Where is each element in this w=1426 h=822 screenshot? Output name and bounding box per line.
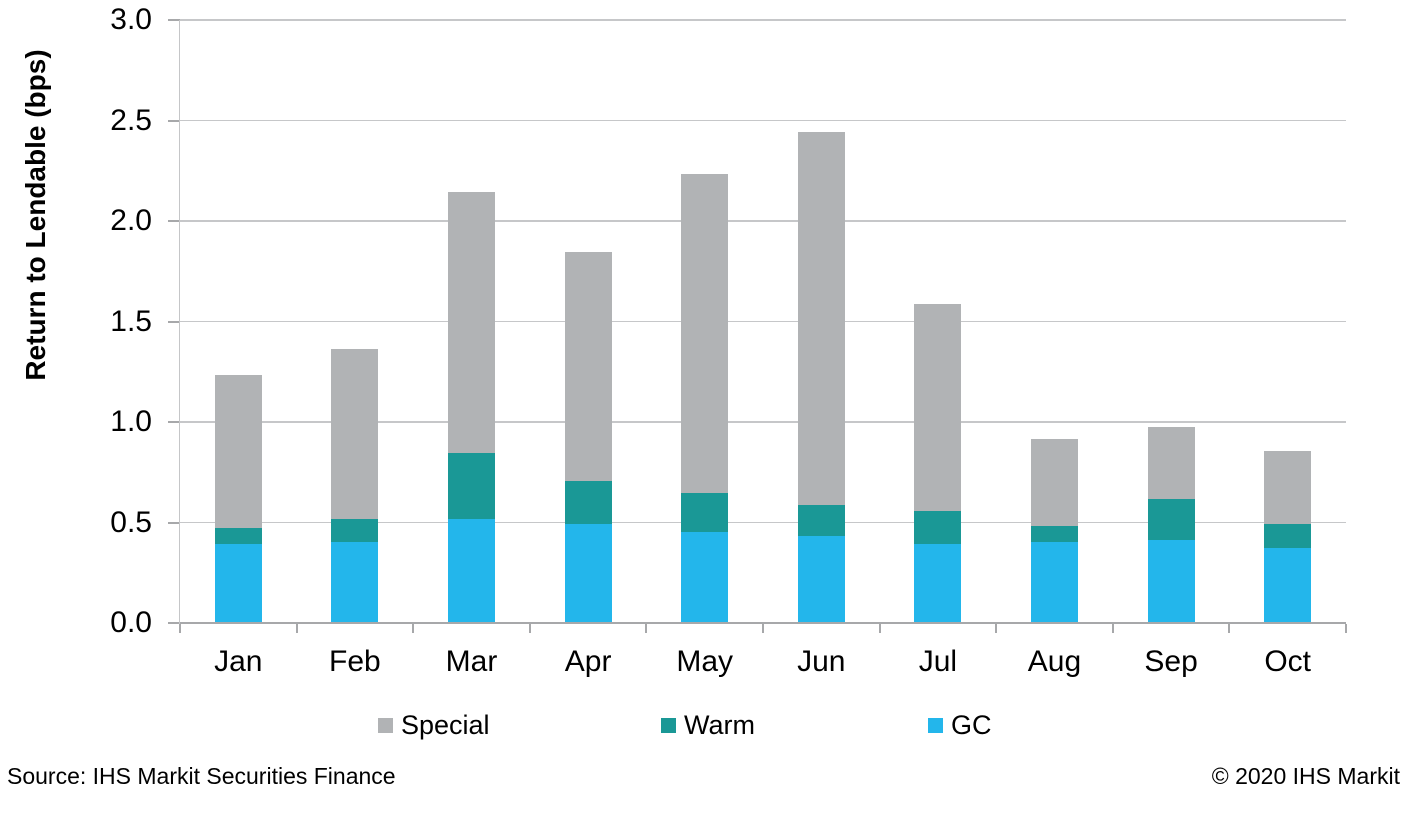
gridline — [180, 119, 1346, 122]
y-tick-label: 2.5 — [110, 103, 152, 137]
y-tick-label: 2.0 — [110, 204, 152, 237]
bar-segment-warm-may — [681, 493, 729, 532]
legend-item-warm: Warm — [661, 709, 755, 740]
legend-label-warm: Warm — [684, 709, 755, 740]
bar-segment-gc-jan — [214, 543, 262, 622]
bar-segment-special-aug — [1031, 439, 1078, 526]
legend-swatch-warm-icon — [661, 717, 676, 733]
x-tick-label: Jan — [214, 645, 263, 678]
y-tick — [168, 622, 180, 624]
legend-item-special: Special — [378, 709, 490, 740]
bar-segment-gc-apr — [564, 523, 612, 622]
bar-segment-warm-aug — [1031, 525, 1078, 542]
y-tick — [168, 521, 180, 524]
x-tick — [179, 624, 181, 633]
y-axis-title: Return to Lendable (bps) — [20, 49, 51, 381]
bar-segment-warm-jan — [214, 527, 262, 544]
bar-segment-warm-feb — [331, 519, 379, 542]
x-tick — [1111, 624, 1114, 633]
bar-segment-gc-jul — [914, 543, 962, 622]
bar-segment-warm-oct — [1264, 523, 1312, 548]
bar-segment-warm-sep — [1147, 499, 1195, 540]
x-tick-label: May — [676, 645, 734, 678]
x-tick-label: Jul — [918, 645, 958, 678]
x-tick — [528, 624, 531, 633]
bar-segment-special-may — [681, 173, 729, 494]
gridline — [180, 19, 1346, 21]
x-tick — [995, 624, 998, 633]
x-tick — [1345, 624, 1347, 633]
bar-segment-warm-apr — [564, 481, 612, 524]
bar-segment-special-jul — [914, 304, 962, 512]
bar-segment-special-feb — [331, 348, 379, 520]
x-tick-label: Aug — [1027, 645, 1082, 678]
y-tick-label: 1.5 — [110, 304, 152, 338]
legend-label-special: Special — [401, 709, 490, 740]
y-tick — [168, 119, 180, 122]
bar-segment-gc-oct — [1264, 547, 1312, 622]
bar-segment-special-apr — [564, 252, 612, 482]
x-tick-label: Oct — [1264, 645, 1312, 678]
x-tick-label: Feb — [329, 645, 381, 678]
bar-segment-special-oct — [1264, 451, 1312, 524]
x-axis-line — [180, 622, 1346, 624]
bar-segment-gc-jun — [797, 535, 845, 622]
x-tick-label: Jun — [797, 645, 846, 678]
y-tick-label: 0.0 — [110, 606, 152, 639]
x-tick — [295, 624, 298, 633]
bar-segment-gc-mar — [448, 519, 495, 622]
source-text: Source: IHS Markit Securities Finance — [7, 763, 396, 789]
footer: Source: IHS Markit Securities Finance © … — [0, 762, 1426, 790]
x-tick-label: Apr — [564, 645, 612, 678]
y-tick — [168, 220, 180, 222]
y-tick — [168, 19, 180, 21]
gridline — [180, 421, 1346, 423]
legend-swatch-gc-icon — [928, 717, 943, 733]
x-tick-label: Sep — [1144, 645, 1198, 678]
gridline — [180, 320, 1346, 323]
y-tick — [168, 320, 180, 323]
x-tick — [878, 624, 881, 633]
bar-segment-gc-feb — [331, 541, 379, 622]
y-tick-label: 3.0 — [110, 3, 152, 36]
gridline — [180, 521, 1346, 524]
gridline — [180, 220, 1346, 222]
x-tick — [412, 624, 415, 633]
x-tick-label: Mar — [445, 645, 498, 678]
x-tick — [762, 624, 764, 633]
bar-segment-warm-jul — [914, 511, 962, 544]
bar-segment-special-jan — [214, 374, 262, 528]
legend-item-gc: GC — [928, 709, 992, 740]
x-tick — [1228, 624, 1231, 633]
y-axis-line — [178, 20, 180, 624]
bar-segment-warm-mar — [448, 453, 495, 520]
legend-label-gc: GC — [951, 709, 992, 740]
y-tick — [168, 421, 180, 423]
legend-swatch-special-icon — [378, 717, 393, 733]
bar-segment-special-sep — [1147, 427, 1195, 500]
x-tick — [645, 624, 648, 633]
bar-segment-gc-sep — [1147, 539, 1195, 622]
copyright-text: © 2020 IHS Markit — [1211, 763, 1400, 789]
bar-segment-gc-aug — [1031, 541, 1078, 622]
y-tick-label: 1.0 — [110, 405, 152, 438]
bar-segment-special-jun — [797, 131, 845, 506]
bar-segment-gc-may — [681, 531, 729, 622]
bar-segment-warm-jun — [797, 505, 845, 536]
y-tick-label: 0.5 — [110, 505, 152, 539]
bar-segment-special-mar — [448, 191, 495, 454]
